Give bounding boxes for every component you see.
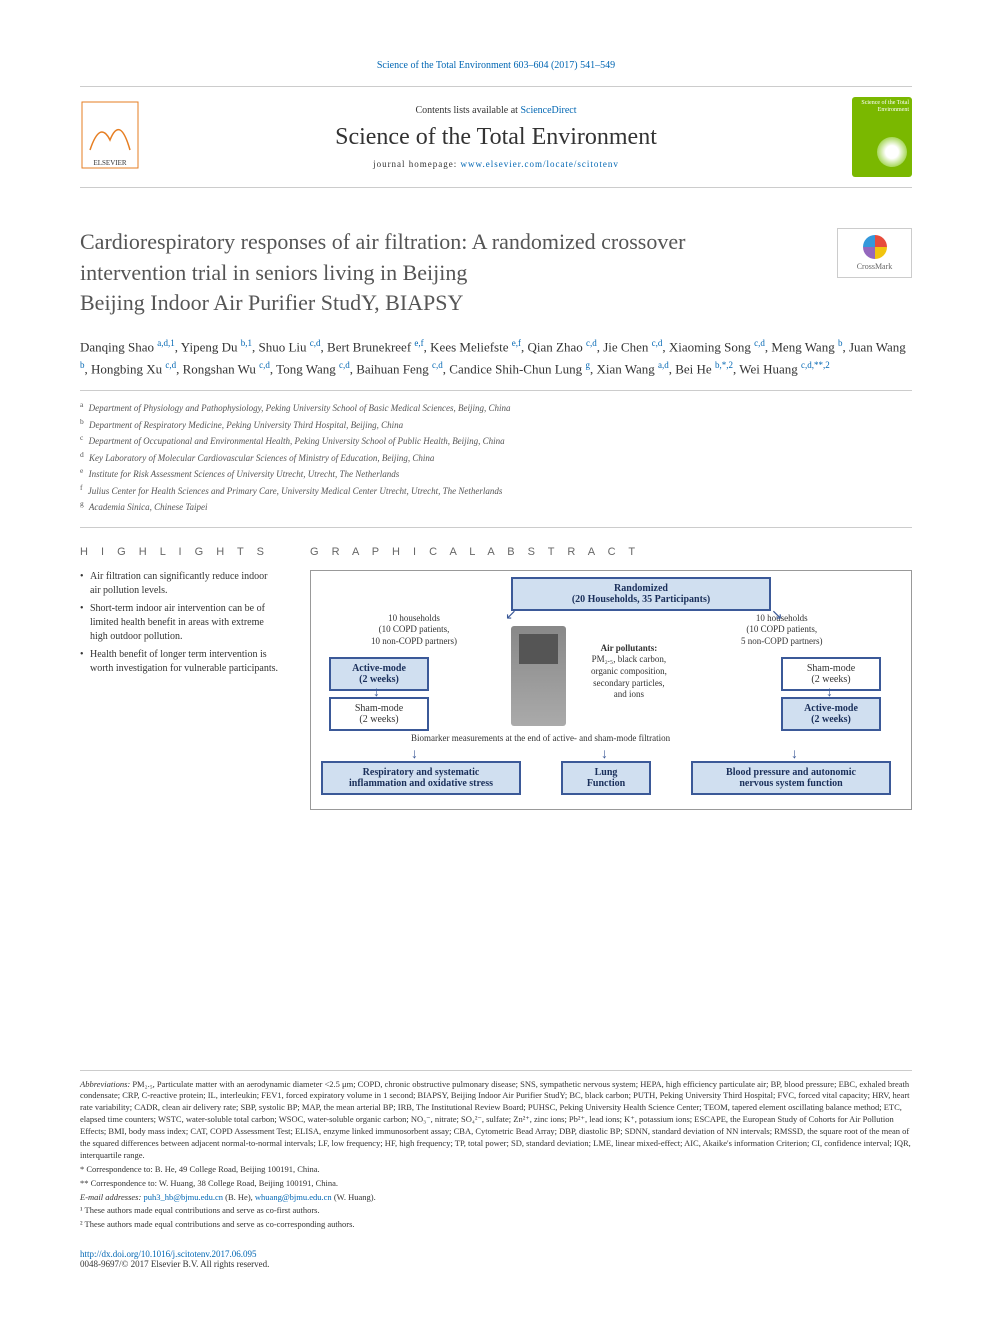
flowchart-text: Biomarker measurements at the end of act…: [411, 733, 670, 745]
flowchart-text: 10 households(10 COPD patients,10 non-CO…: [371, 613, 457, 648]
homepage-link[interactable]: www.elsevier.com/locate/scitotenv: [461, 159, 619, 169]
citation-header: Science of the Total Environment 603–604…: [80, 60, 912, 71]
highlight-item: Air filtration can significantly reduce …: [80, 570, 280, 598]
highlight-item: Health benefit of longer term interventi…: [80, 648, 280, 676]
crossmark-icon: [863, 235, 887, 259]
article-title-line2: intervention trial in seniors living in …: [80, 259, 817, 288]
sciencedirect-link[interactable]: ScienceDirect: [520, 105, 576, 116]
abbrev-label: Abbreviations:: [80, 1079, 130, 1089]
citation-link[interactable]: Science of the Total Environment 603–604…: [377, 60, 615, 71]
journal-header: ELSEVIER Contents lists available at Sci…: [80, 86, 912, 188]
arrow-icon: ↓: [601, 747, 608, 763]
affiliation-item: a Department of Physiology and Pathophys…: [80, 399, 912, 416]
flowchart-node: Blood pressure and autonomicnervous syst…: [691, 761, 891, 795]
highlight-item: Short-term indoor air intervention can b…: [80, 602, 280, 644]
crossmark-badge[interactable]: CrossMark: [837, 228, 912, 278]
arrow-icon: ↙: [505, 607, 517, 624]
article-subtitle: Beijing Indoor Air Purifier StudY, BIAPS…: [80, 289, 817, 318]
footer-notes: Abbreviations: PM₂.₅, Particulate matter…: [80, 1070, 912, 1232]
correspondence-1: * Correspondence to: B. He, 49 College R…: [80, 1164, 912, 1176]
flowchart-node: LungFunction: [561, 761, 651, 795]
author-note-1: ¹ These authors made equal contributions…: [80, 1205, 912, 1217]
affiliation-item: c Department of Occupational and Environ…: [80, 432, 912, 449]
flowchart-text: Air pollutants:PM₂.₅, black carbon,organ…: [591, 643, 667, 701]
affiliation-item: e Institute for Risk Assessment Sciences…: [80, 465, 912, 482]
elsevier-logo: ELSEVIER: [80, 100, 140, 174]
email-link-1[interactable]: puh3_hb@bjmu.edu.cn: [143, 1192, 223, 1202]
abbrev-text: PM₂.₅, Particulate matter with an aerody…: [80, 1079, 911, 1160]
doi-link[interactable]: http://dx.doi.org/10.1016/j.scitotenv.20…: [80, 1249, 257, 1259]
emails: E-mail addresses: puh3_hb@bjmu.edu.cn (B…: [80, 1192, 912, 1204]
affiliation-item: f Julius Center for Health Sciences and …: [80, 482, 912, 499]
arrow-icon: ↓: [411, 747, 418, 763]
contents-available: Contents lists available at ScienceDirec…: [160, 105, 832, 116]
arrow-icon: ↓: [826, 685, 833, 701]
flowchart-node: Sham-mode(2 weeks): [329, 697, 429, 731]
article-title-line1: Cardiorespiratory responses of air filtr…: [80, 228, 817, 257]
journal-homepage: journal homepage: www.elsevier.com/locat…: [160, 159, 832, 169]
arrow-icon: ↓: [791, 747, 798, 763]
highlights-heading: H I G H L I G H T S: [80, 546, 280, 558]
journal-name: Science of the Total Environment: [160, 124, 832, 151]
affiliation-item: b Department of Respiratory Medicine, Pe…: [80, 416, 912, 433]
highlights-list: Air filtration can significantly reduce …: [80, 570, 280, 676]
author-list: Danqing Shao a,d,1, Yipeng Du b,1, Shuo …: [80, 336, 912, 380]
affiliation-item: d Key Laboratory of Molecular Cardiovasc…: [80, 449, 912, 466]
svg-text:ELSEVIER: ELSEVIER: [93, 159, 126, 167]
journal-cover-icon: Science of the Total Environment: [852, 97, 912, 177]
flowchart-node: Respiratory and systematicinflammation a…: [321, 761, 521, 795]
arrow-icon: ↓: [373, 685, 380, 701]
graphical-abstract-heading: G R A P H I C A L A B S T R A C T: [310, 546, 912, 558]
graphical-abstract-figure: Randomized(20 Households, 35 Participant…: [310, 570, 912, 810]
air-purifier-icon: [511, 626, 566, 726]
affiliation-item: g Academia Sinica, Chinese Taipei: [80, 498, 912, 515]
doi-block: http://dx.doi.org/10.1016/j.scitotenv.20…: [80, 1249, 912, 1269]
email-link-2[interactable]: whuang@bjmu.edu.cn: [255, 1192, 332, 1202]
affiliations-list: a Department of Physiology and Pathophys…: [80, 390, 912, 515]
flowchart-node: Active-mode(2 weeks): [781, 697, 881, 731]
correspondence-2: ** Correspondence to: W. Huang, 38 Colle…: [80, 1178, 912, 1190]
author-note-2: ² These authors made equal contributions…: [80, 1219, 912, 1231]
copyright-text: 0048-9697/© 2017 Elsevier B.V. All right…: [80, 1259, 269, 1269]
arrow-icon: ↘: [771, 607, 783, 624]
flowchart-node: Randomized(20 Households, 35 Participant…: [511, 577, 771, 611]
